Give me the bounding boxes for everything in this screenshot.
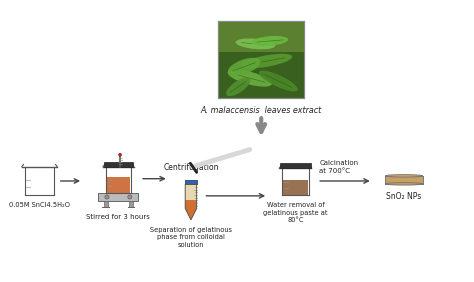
Circle shape	[105, 195, 109, 199]
Text: Centrifugation: Centrifugation	[163, 163, 219, 172]
Polygon shape	[219, 21, 304, 52]
Polygon shape	[283, 168, 309, 195]
Ellipse shape	[251, 36, 288, 46]
Polygon shape	[106, 167, 131, 193]
Ellipse shape	[385, 175, 423, 177]
Polygon shape	[103, 201, 108, 207]
Polygon shape	[385, 176, 423, 184]
Polygon shape	[280, 163, 311, 168]
Text: 0.05M SnCl4.5H₂O: 0.05M SnCl4.5H₂O	[9, 202, 70, 208]
Polygon shape	[106, 177, 130, 193]
Circle shape	[118, 153, 121, 156]
Ellipse shape	[242, 54, 292, 68]
Text: Separation of gelatinous
phase from colloidal
solution: Separation of gelatinous phase from coll…	[150, 227, 232, 248]
Text: Water removal of
gelatinous paste at
80°C: Water removal of gelatinous paste at 80°…	[263, 202, 328, 223]
Ellipse shape	[228, 70, 272, 87]
Polygon shape	[219, 21, 304, 98]
Polygon shape	[185, 184, 197, 220]
Polygon shape	[283, 180, 308, 195]
Text: SnO₂ NPs: SnO₂ NPs	[386, 192, 422, 201]
Text: Calcination
at 700°C: Calcination at 700°C	[319, 160, 359, 174]
Polygon shape	[25, 167, 55, 195]
Ellipse shape	[226, 77, 251, 96]
Polygon shape	[185, 180, 197, 184]
Circle shape	[128, 195, 132, 199]
Ellipse shape	[228, 58, 260, 76]
Polygon shape	[99, 193, 138, 201]
Polygon shape	[185, 200, 197, 220]
Text: Stirred for 3 hours: Stirred for 3 hours	[86, 213, 150, 220]
Text: A. malaccensis  leaves extract: A. malaccensis leaves extract	[201, 105, 322, 114]
Ellipse shape	[385, 183, 423, 185]
Polygon shape	[128, 201, 133, 207]
Ellipse shape	[259, 70, 298, 91]
Ellipse shape	[236, 38, 275, 49]
Polygon shape	[103, 162, 133, 167]
